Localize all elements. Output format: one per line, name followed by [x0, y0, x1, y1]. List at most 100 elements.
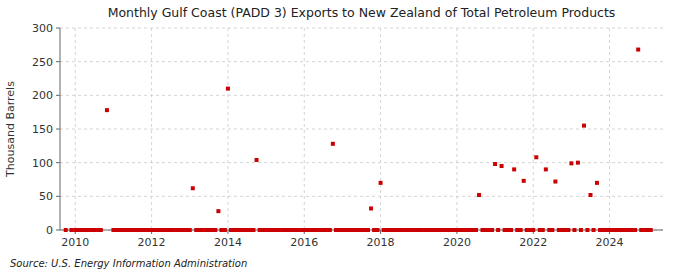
- y-tick: [56, 129, 60, 130]
- y-tick: [56, 230, 60, 231]
- point: [210, 228, 214, 232]
- point: [572, 228, 576, 232]
- point: [541, 228, 545, 232]
- point: [172, 228, 176, 232]
- grid-line: [456, 28, 457, 230]
- x-tick-label: 2016: [290, 236, 318, 249]
- point: [630, 228, 634, 232]
- point: [550, 228, 554, 232]
- point: [448, 228, 452, 232]
- point: [372, 228, 376, 232]
- point: [143, 228, 147, 232]
- grid: [60, 28, 663, 230]
- point: [592, 228, 596, 232]
- point: [353, 228, 357, 232]
- point: [588, 193, 592, 197]
- point: [649, 228, 653, 232]
- x-tick: [380, 230, 381, 234]
- point: [525, 228, 529, 232]
- y-tick-label: 100: [32, 157, 53, 170]
- point: [553, 180, 557, 184]
- point: [601, 228, 605, 232]
- grid-line: [75, 28, 76, 230]
- y-tick: [56, 61, 60, 62]
- x-tick-label: 2022: [519, 236, 547, 249]
- y-tick: [56, 162, 60, 163]
- point: [410, 228, 414, 232]
- point: [188, 228, 192, 232]
- point: [366, 228, 370, 232]
- point: [576, 161, 580, 165]
- point: [239, 228, 243, 232]
- point: [611, 228, 615, 232]
- point: [636, 48, 640, 52]
- point: [515, 228, 519, 232]
- grid-line: [151, 28, 152, 230]
- point: [496, 228, 500, 232]
- point: [544, 167, 548, 171]
- point: [439, 228, 443, 232]
- grid-line: [609, 28, 610, 230]
- x-tick-label: 2020: [443, 236, 471, 249]
- point: [429, 228, 433, 232]
- point: [216, 209, 220, 213]
- point: [579, 228, 583, 232]
- point: [582, 124, 586, 128]
- point: [331, 142, 335, 146]
- point: [219, 228, 223, 232]
- chart: Monthly Gulf Coast (PADD 3) Exports to N…: [0, 0, 675, 275]
- point: [369, 206, 373, 210]
- point: [114, 228, 118, 232]
- title: Monthly Gulf Coast (PADD 3) Exports to N…: [108, 5, 616, 20]
- point: [509, 228, 513, 232]
- point: [585, 228, 589, 232]
- point: [595, 181, 599, 185]
- point: [64, 228, 68, 232]
- y-tick-label: 150: [32, 123, 53, 136]
- point: [255, 158, 259, 162]
- x-tick-label: 2024: [596, 236, 624, 249]
- y-tick: [56, 95, 60, 96]
- point: [229, 228, 233, 232]
- point: [76, 228, 80, 232]
- y-tick: [56, 196, 60, 197]
- points: [64, 48, 653, 232]
- point: [382, 228, 386, 232]
- point: [258, 228, 262, 232]
- grid-line: [304, 28, 305, 230]
- grid-line: [60, 61, 663, 62]
- point: [420, 228, 424, 232]
- point: [105, 108, 109, 112]
- x-tick-label: 2012: [138, 236, 166, 249]
- point: [277, 228, 281, 232]
- grid-line: [60, 95, 663, 96]
- y-tick-label: 200: [32, 89, 53, 102]
- point: [512, 167, 516, 171]
- point: [620, 228, 624, 232]
- point: [401, 228, 405, 232]
- point: [181, 228, 185, 232]
- point: [286, 228, 290, 232]
- point: [566, 228, 570, 232]
- point: [569, 161, 573, 165]
- grid-line: [60, 196, 663, 197]
- source-note: Source: U.S. Energy Information Administ…: [10, 258, 247, 269]
- point: [315, 228, 319, 232]
- point: [213, 228, 217, 232]
- point: [134, 228, 138, 232]
- y-tick-label: 300: [32, 22, 53, 35]
- point: [490, 228, 494, 232]
- y-tick-label: 250: [32, 56, 53, 69]
- y-tick-label: 50: [39, 190, 53, 203]
- point: [468, 228, 472, 232]
- x-tick-label: 2010: [61, 236, 89, 249]
- point: [343, 228, 347, 232]
- point: [99, 228, 103, 232]
- point: [506, 228, 510, 232]
- point: [391, 228, 395, 232]
- point: [639, 228, 643, 232]
- point: [86, 228, 90, 232]
- point: [248, 228, 252, 232]
- y-tick-label: 0: [46, 224, 53, 237]
- point: [376, 228, 380, 232]
